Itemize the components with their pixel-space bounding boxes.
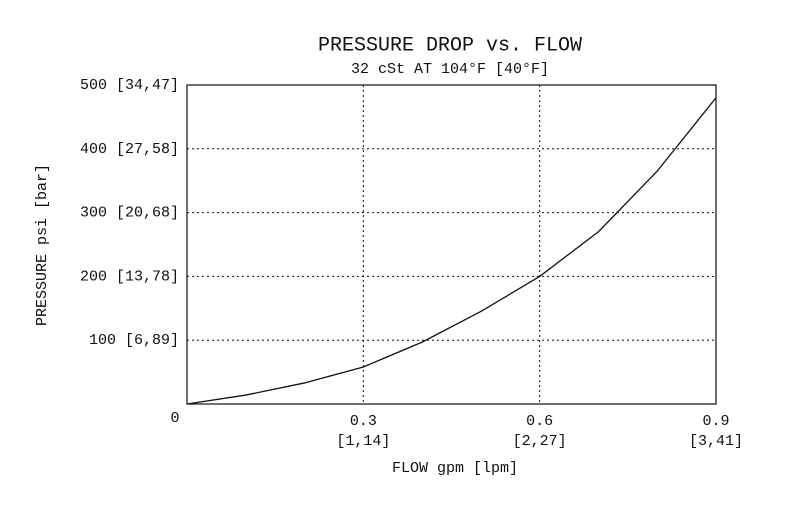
x-tick-sublabel: [2,27] <box>513 433 567 450</box>
y-tick-label: 200 [13,78] <box>80 268 179 285</box>
data-line <box>186 97 717 405</box>
x-tick-sublabel: [3,41] <box>689 433 743 450</box>
y-tick-label: 100 [6,89] <box>89 332 179 349</box>
x-tick-label: 0.6 <box>526 413 553 430</box>
y-tick-label: 300 [20,68] <box>80 205 179 222</box>
x-tick-label: 0.9 <box>702 413 729 430</box>
chart-subtitle: 32 cSt AT 104°F [40°F] <box>351 61 549 78</box>
plot-frame <box>186 84 717 405</box>
x-tick-sublabel: [1,14] <box>336 433 390 450</box>
y-tick-label: 500 [34,47] <box>80 77 179 94</box>
x-axis-label: FLOW gpm [lpm] <box>392 460 518 477</box>
x-tick-label: 0.3 <box>350 413 377 430</box>
chart-title: PRESSURE DROP vs. FLOW <box>318 34 582 57</box>
x-tick-label: 0 <box>170 410 179 427</box>
y-tick-label: 400 [27,58] <box>80 141 179 158</box>
y-axis-label: PRESSURE psi [bar] <box>34 164 51 326</box>
